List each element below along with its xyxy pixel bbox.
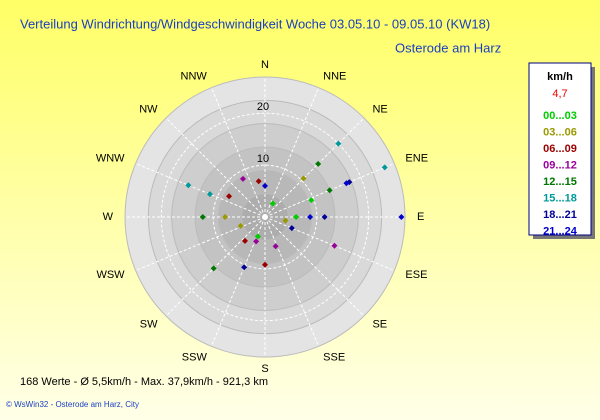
r-tick-label: 10 — [257, 153, 269, 165]
grid-ring — [212, 164, 318, 270]
point — [226, 193, 233, 200]
r-tick-label: 20 — [257, 101, 269, 113]
direction-label: NNW — [181, 70, 208, 82]
spoke — [165, 216, 266, 317]
point — [307, 214, 314, 220]
spoke — [135, 216, 266, 272]
point — [326, 187, 333, 194]
direction-label: ENE — [405, 153, 428, 165]
spoke — [264, 216, 320, 347]
legend-entry: 06...09 — [543, 143, 577, 155]
point — [321, 214, 328, 220]
direction-label: WSW — [96, 269, 125, 281]
chart-subtitle: Osterode am Harz — [395, 40, 501, 55]
point — [262, 261, 268, 268]
point — [241, 264, 248, 271]
point — [239, 175, 246, 182]
point — [254, 233, 261, 240]
point — [282, 217, 289, 224]
point — [272, 243, 279, 250]
spoke — [135, 162, 266, 218]
direction-label: W — [103, 211, 114, 223]
point — [343, 180, 350, 187]
point — [308, 197, 315, 204]
point — [288, 225, 295, 232]
point — [331, 242, 338, 249]
point — [210, 265, 217, 272]
direction-label: SE — [372, 318, 387, 330]
legend-entry: 12...15 — [543, 176, 577, 188]
legend-entry: 03...06 — [543, 126, 577, 138]
point — [253, 238, 260, 245]
direction-label: ESE — [405, 269, 427, 281]
direction-label: E — [417, 211, 424, 223]
point — [206, 191, 213, 198]
legend-box — [528, 62, 592, 236]
point — [237, 222, 244, 229]
point — [222, 214, 229, 220]
chart-title: Verteilung Windrichtung/Windgeschwindigk… — [20, 16, 490, 31]
spoke — [264, 216, 365, 317]
direction-label: SSE — [323, 351, 345, 363]
direction-label: NW — [139, 103, 158, 115]
credit: © WsWin32 - Osterode am Harz, City — [6, 400, 139, 409]
direction-label: N — [261, 59, 269, 71]
point — [199, 214, 206, 220]
spoke — [264, 87, 320, 218]
point — [335, 140, 342, 147]
direction-label: SSW — [182, 351, 208, 363]
direction-label: SW — [140, 318, 158, 330]
legend-entry: 09...12 — [543, 159, 577, 171]
point — [255, 178, 262, 185]
direction-label: NNE — [323, 70, 346, 82]
point — [300, 175, 307, 182]
spoke — [264, 117, 365, 218]
legend-note: 4,7 — [552, 88, 567, 100]
direction-label: S — [261, 363, 268, 375]
direction-label: WNW — [96, 153, 125, 165]
point — [262, 182, 268, 189]
grid-ring — [160, 112, 370, 322]
point — [293, 214, 300, 220]
spoke — [165, 117, 266, 218]
spoke — [210, 216, 266, 347]
point — [185, 182, 192, 189]
legend-entry: 00...03 — [543, 110, 577, 122]
point — [315, 160, 322, 167]
footer: 168 Werte - Ø 5,5km/h - Max. 37,9km/h - … — [20, 376, 268, 388]
spoke — [210, 87, 266, 218]
spoke — [264, 216, 395, 272]
legend-title: km/h — [547, 71, 573, 83]
legend-entry: 18...21 — [543, 209, 577, 221]
point — [398, 214, 405, 220]
legend-entry: 15...18 — [543, 192, 577, 204]
direction-label: NE — [372, 103, 387, 115]
point — [269, 200, 276, 207]
point — [242, 237, 249, 244]
point — [381, 164, 388, 171]
legend-entry: 21...24 — [543, 225, 578, 237]
